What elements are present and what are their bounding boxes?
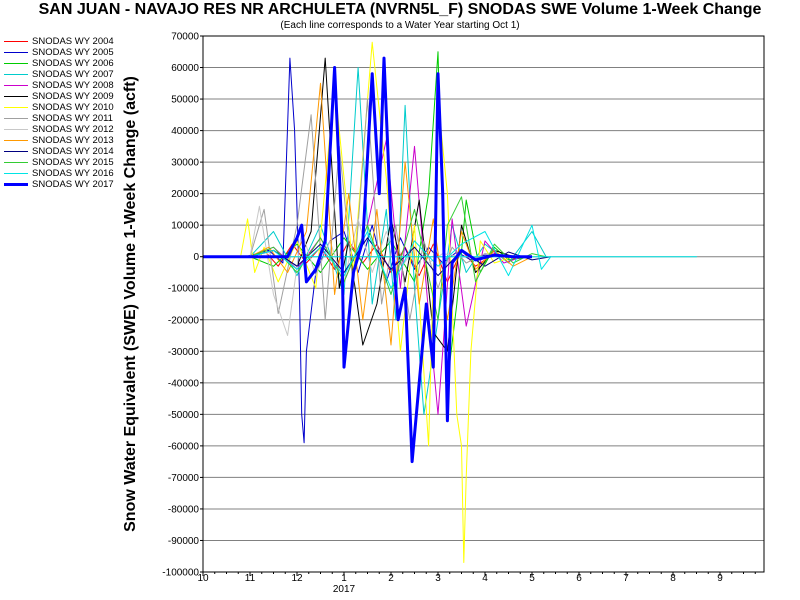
legend-label: SNODAS WY 2009: [32, 91, 114, 102]
x-tick-label: 3: [435, 573, 441, 584]
x-year-label: 2017: [333, 584, 356, 595]
legend-swatch: [4, 118, 28, 119]
y-tick-label: 10000: [171, 221, 199, 232]
legend-label: SNODAS WY 2017: [32, 179, 114, 190]
y-axis: 70000 60000 50000 40000 30000 20000 10000 0 -100…: [162, 32, 203, 579]
series-line-snodas-wy-2011: [203, 98, 504, 321]
legend-swatch: [4, 107, 28, 108]
x-tick-label: 8: [670, 573, 676, 584]
grid: [203, 35, 764, 573]
y-tick-label: 50000: [171, 95, 199, 106]
legend-label: SNODAS WY 2008: [32, 80, 114, 91]
legend-swatch: [4, 63, 28, 64]
legend-label: SNODAS WY 2006: [32, 58, 114, 69]
x-tick-label: 12: [291, 573, 303, 584]
y-tick-label: -20000: [168, 315, 200, 326]
x-tick-label: 5: [529, 573, 535, 584]
y-tick-label: -100000: [162, 568, 199, 579]
y-tick-label: -30000: [168, 347, 200, 358]
y-tick-label: -80000: [168, 504, 200, 515]
x-tick-label: 1: [341, 573, 347, 584]
y-tick-label: -70000: [168, 473, 200, 484]
legend-swatch: [4, 129, 28, 130]
chart-title: SAN JUAN - NAVAJO RES NR ARCHULETA (NVRN…: [38, 1, 762, 18]
x-tick-label: 11: [245, 573, 256, 584]
y-tick-label: 0: [193, 252, 199, 263]
legend-swatch: [4, 85, 28, 86]
series-line-snodas-wy-2017: [203, 56, 532, 464]
legend-label: SNODAS WY 2004: [32, 36, 114, 47]
legend-swatch: [4, 74, 28, 75]
plot-frame: [202, 35, 765, 573]
x-tick-label: 4: [482, 573, 488, 584]
x-tick-label: 2: [388, 573, 394, 584]
y-axis-label: Snow Water Equivalent (SWE) Volume 1-Wee…: [122, 76, 139, 532]
series-line-snodas-wy-2010: [203, 41, 514, 563]
legend-label: SNODAS WY 2011: [32, 113, 113, 124]
y-tick-label: 20000: [171, 189, 199, 200]
legend-label: SNODAS WY 2007: [32, 69, 114, 80]
legend-swatch: [4, 162, 28, 163]
y-tick-label: -50000: [168, 410, 200, 421]
legend-label: SNODAS WY 2016: [32, 168, 114, 179]
y-tick-label: 60000: [171, 63, 199, 74]
legend-label: SNODAS WY 2015: [32, 157, 114, 168]
chart-subtitle: (Each line corresponds to a Water Year s…: [280, 20, 520, 31]
y-tick-label: -90000: [168, 536, 200, 547]
y-tick-label: 40000: [171, 126, 199, 137]
series-line-snodas-wy-2012: [203, 205, 485, 336]
x-tick-label: 10: [197, 573, 209, 584]
legend-label: SNODAS WY 2012: [32, 124, 114, 135]
legend-label: SNODAS WY 2005: [32, 47, 114, 58]
legend-swatch: [4, 52, 28, 53]
legend-label: SNODAS WY 2010: [32, 102, 114, 113]
series-line-snodas-wy-2015: [203, 196, 547, 321]
series-layer: [203, 41, 697, 563]
y-tick-label: -60000: [168, 441, 200, 452]
x-tick-label: 9: [717, 573, 723, 584]
legend-swatch: [4, 173, 28, 174]
legend-swatch: [4, 96, 28, 97]
legend-label: SNODAS WY 2014: [32, 146, 114, 157]
y-tick-label: -40000: [168, 378, 200, 389]
x-tick-label: 7: [623, 573, 629, 584]
legend-swatch: [4, 41, 28, 42]
legend-swatch: [4, 183, 28, 186]
series-line-snodas-wy-2009: [203, 57, 532, 352]
legend-swatch: [4, 140, 28, 141]
y-tick-label: 70000: [171, 32, 199, 43]
series-line-snodas-wy-2005: [203, 57, 514, 444]
x-tick-label: 6: [576, 573, 582, 584]
legend-swatch: [4, 151, 28, 152]
series-line-snodas-wy-2013: [203, 82, 533, 346]
legend-label: SNODAS WY 2013: [32, 135, 114, 146]
y-tick-label: -10000: [168, 284, 200, 295]
y-tick-label: 30000: [171, 158, 199, 169]
